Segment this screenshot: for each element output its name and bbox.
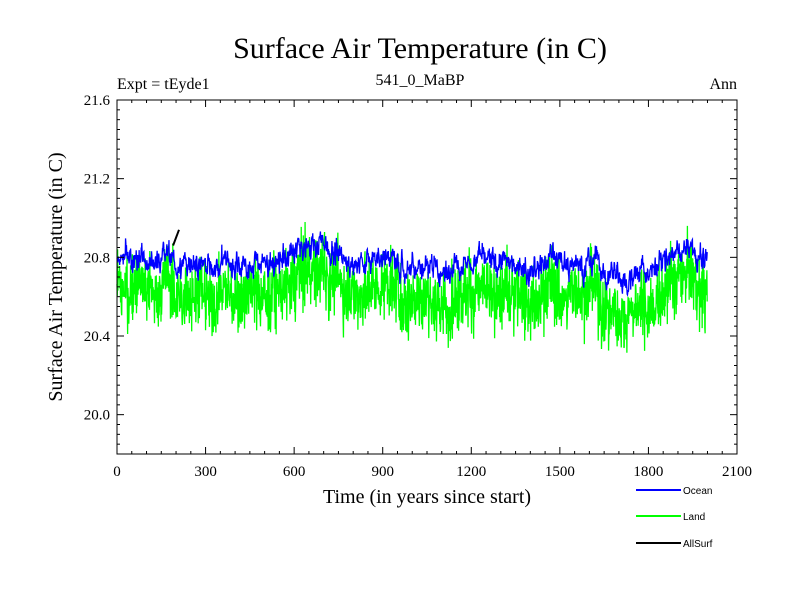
y-tick-label: 20.8 bbox=[84, 250, 110, 266]
y-tick-label: 21.6 bbox=[84, 93, 111, 109]
x-tick-label: 1800 bbox=[633, 464, 663, 480]
y-axis-label: Surface Air Temperature (in C) bbox=[45, 152, 67, 401]
legend-label-land: Land bbox=[683, 512, 705, 523]
legend: Ocean Land AllSurf bbox=[636, 486, 713, 550]
x-tick-label: 1500 bbox=[545, 464, 575, 480]
x-tick-label: 2100 bbox=[722, 464, 752, 480]
chart-subtitle: 541_0_MaBP bbox=[376, 72, 465, 89]
period-label: Ann bbox=[709, 76, 737, 93]
series-land-line bbox=[116, 222, 708, 353]
series-ocean-line bbox=[116, 231, 708, 297]
x-axis-label: Time (in years since start) bbox=[323, 486, 531, 508]
x-axis: 0 300 600 900 1200 1500 1800 2100 bbox=[113, 100, 752, 480]
legend-label-allsurf: AllSurf bbox=[683, 539, 713, 550]
experiment-label: Expt = tEyde1 bbox=[117, 76, 210, 93]
y-tick-label: 20.0 bbox=[84, 408, 110, 424]
y-tick-label: 21.2 bbox=[84, 172, 110, 188]
x-tick-label: 600 bbox=[283, 464, 306, 480]
x-tick-label: 1200 bbox=[456, 464, 486, 480]
chart-title: Surface Air Temperature (in C) bbox=[233, 32, 607, 65]
y-axis: 20.0 20.4 20.8 21.2 21.6 bbox=[84, 93, 737, 455]
x-tick-label: 900 bbox=[371, 464, 394, 480]
series-allsurf-line bbox=[172, 229, 180, 246]
x-tick-label: 0 bbox=[113, 464, 121, 480]
legend-label-ocean: Ocean bbox=[683, 486, 712, 497]
y-tick-label: 20.4 bbox=[84, 329, 111, 345]
x-tick-label: 300 bbox=[194, 464, 217, 480]
plot-area bbox=[116, 222, 708, 353]
